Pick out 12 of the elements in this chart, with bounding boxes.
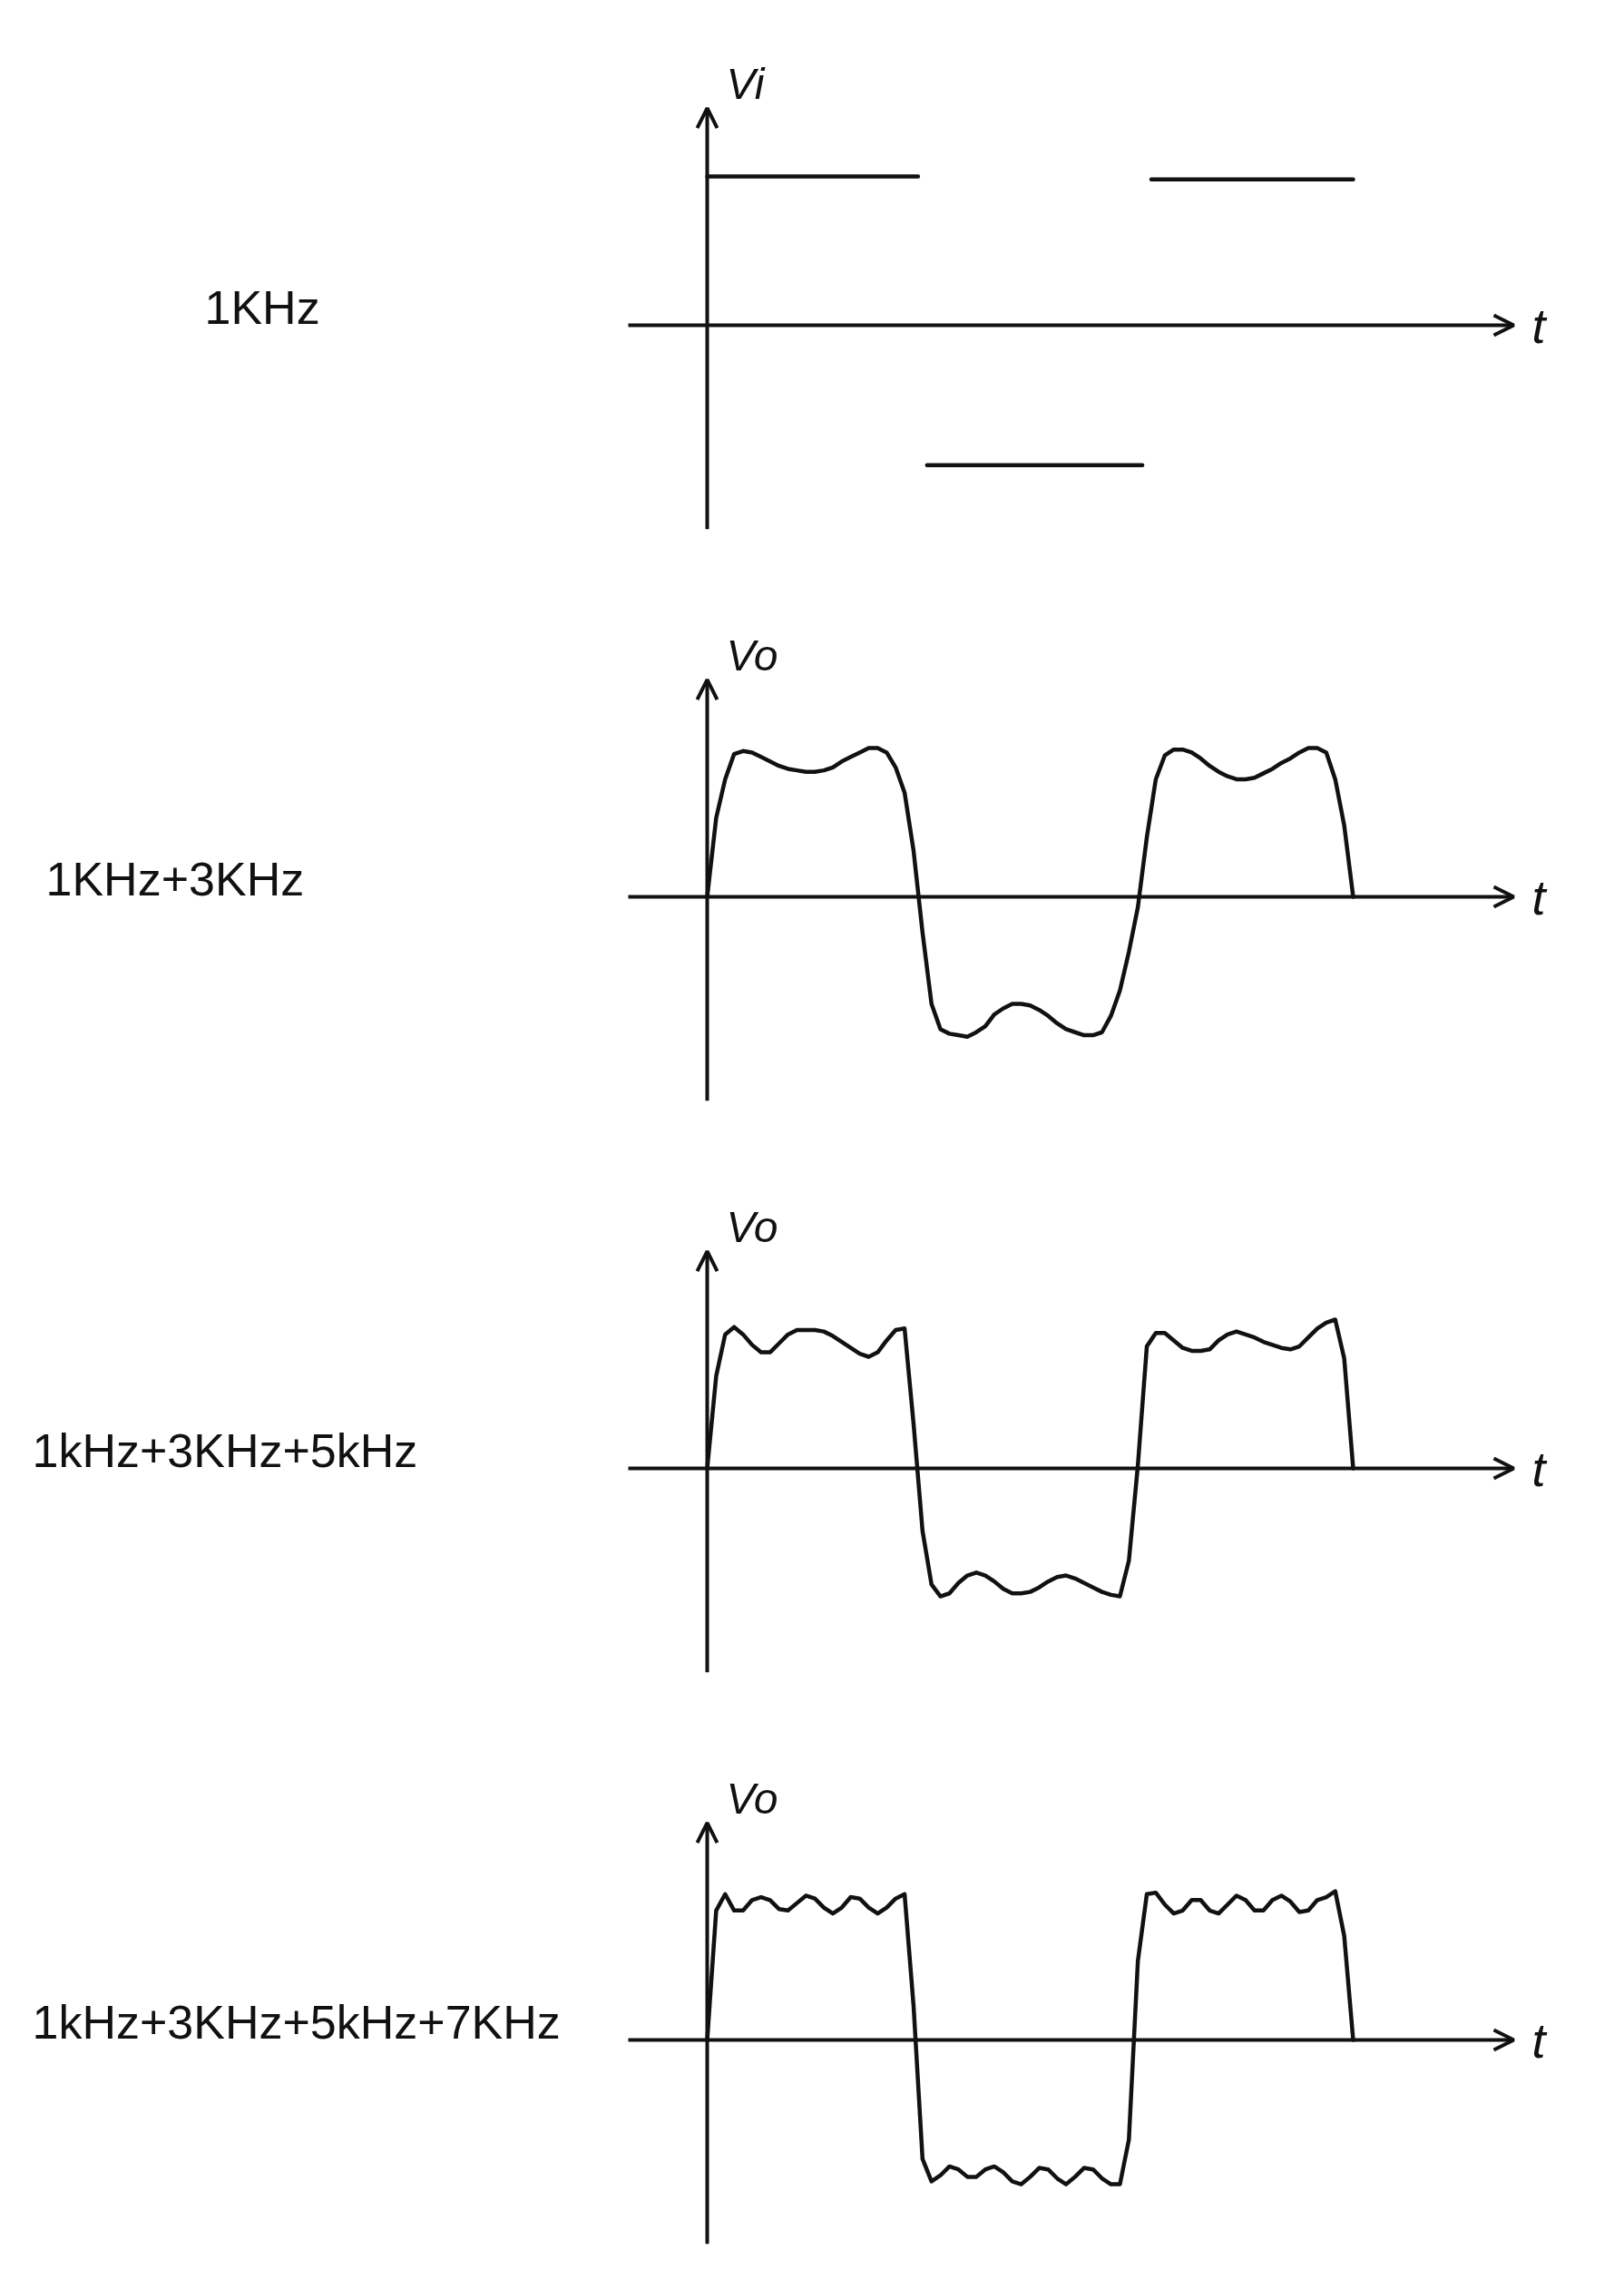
x-axis-title: t	[1531, 869, 1548, 924]
y-axis-title: Vo	[726, 1775, 778, 1824]
y-axis-title: Vo	[726, 1203, 778, 1252]
x-axis-title: t	[1531, 2012, 1548, 2068]
text: 1kHz+3KHz+5kHz+7KHz	[32, 1995, 561, 2049]
text: 1KHz	[204, 280, 320, 334]
text: 1KHz+3KHz	[45, 852, 305, 905]
y-axis-title: Vi	[726, 60, 766, 109]
x-axis-title: t	[1531, 1441, 1548, 1496]
x-axis-title: t	[1531, 298, 1548, 353]
y-axis-title: Vo	[726, 631, 778, 680]
text: 1kHz+3KHz+5kHz	[32, 1423, 418, 1477]
